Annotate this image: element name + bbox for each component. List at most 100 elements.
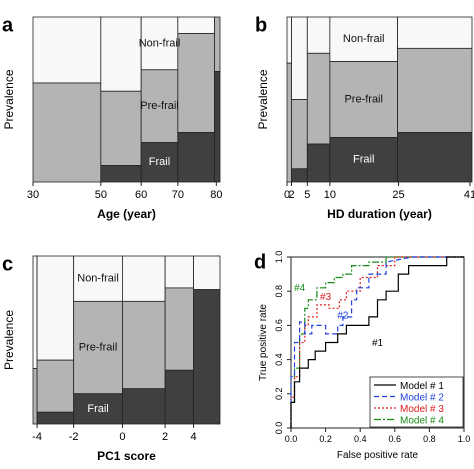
mosaic-frail-bar [122, 388, 166, 425]
y-tick-label: 1.0 [274, 251, 284, 264]
x-axis-label: HD duration (year) [327, 207, 432, 221]
x-tick-label: 60 [135, 189, 147, 201]
mosaic-nonfrail-bar [329, 16, 398, 62]
label-prefrail: Pre-frail [344, 93, 383, 105]
mosaic-frail-bar [214, 71, 221, 183]
roc-curve-model-2 [290, 256, 464, 428]
curve-label-model-1: #1 [372, 338, 384, 349]
mosaic-nonfrail-bar [164, 255, 194, 289]
x-tick-label: 0.4 [354, 434, 367, 444]
legend-label-model-2: Model # 2 [400, 393, 444, 404]
mosaic-nonfrail-bar [32, 255, 38, 369]
x-tick-label: 41 [464, 189, 474, 201]
y-axis-label: Prevalence [256, 69, 270, 129]
mosaic-frail-bar [164, 369, 194, 425]
curve-label-model-3: #3 [320, 292, 332, 303]
label-frail: Frail [87, 403, 108, 415]
x-tick-label: 5 [304, 189, 310, 201]
x-tick-label: 0 [284, 189, 290, 201]
x-tick-label: 10 [324, 189, 336, 201]
mosaic-frail-bar [36, 411, 75, 425]
x-tick-label: 50 [95, 189, 107, 201]
mosaic-nonfrail-bar [291, 16, 308, 100]
x-axis-label: PC1 score [97, 449, 156, 463]
label-prefrail: Pre-frail [140, 100, 179, 112]
x-tick-label: 1.0 [458, 434, 471, 444]
mosaic-nonfrail-bar [306, 16, 331, 54]
label-nonfrail: Non-frail [139, 37, 181, 49]
mosaic-nonfrail-bar [193, 255, 221, 290]
panel-letter: d [254, 252, 266, 274]
label-frail: Frail [149, 156, 170, 168]
panel-letter: a [2, 15, 14, 37]
panel-letter: b [255, 15, 267, 37]
x-tick-label: 30 [27, 189, 39, 201]
mosaic-frail-bar [306, 143, 331, 183]
x-tick-label: 0.0 [285, 434, 298, 444]
x-tick-label: 25 [392, 189, 404, 201]
panel-letter: c [2, 254, 13, 276]
label-prefrail: Pre-frail [79, 341, 118, 353]
y-tick-label: 0.2 [274, 388, 284, 401]
mosaic-frail-bar [397, 132, 473, 183]
x-tick-label: 0.8 [423, 434, 436, 444]
label-nonfrail: Non-frail [77, 273, 119, 285]
y-tick-label: 0.0 [274, 422, 284, 435]
mosaic-prefrail-bar [291, 99, 308, 170]
mosaic-prefrail-bar [306, 52, 331, 145]
mosaic-frail-bar [140, 141, 179, 183]
x-tick-label: -4 [32, 431, 42, 443]
y-axis-label: Prevalence [2, 69, 16, 129]
x-tick-label: 70 [172, 189, 184, 201]
mosaic-frail-bar [291, 168, 308, 183]
x-tick-label: 0.2 [319, 434, 332, 444]
mosaic-frail-bar [329, 137, 398, 183]
panel-d: d 0.0 0.2 0.4 0.6 0.8 1.0 0.0 0.2 0.4 0.6 0.8 1.0 Fal… [254, 251, 470, 461]
curve-label-model-4: #4 [294, 283, 306, 294]
mosaic-prefrail-bar [32, 368, 38, 425]
mosaic-frail-bar [177, 132, 215, 183]
mosaic-frail-bar [100, 165, 142, 183]
mosaic-nonfrail-bar [140, 16, 179, 71]
mosaic-prefrail-bar [329, 61, 398, 138]
label-frail: Frail [353, 154, 374, 166]
mosaic-prefrail-bar [100, 90, 142, 166]
mosaic-nonfrail-bar [32, 16, 102, 84]
x-tick-label: 0 [119, 431, 125, 443]
roc-curve-model-1 [290, 256, 464, 428]
mosaic-nonfrail-bar [100, 16, 142, 92]
mosaic-prefrail-bar [214, 16, 221, 72]
y-axis-label: Prevalence [2, 310, 16, 370]
mosaic-prefrail-bar [140, 69, 179, 143]
y-tick-label: 0.6 [274, 319, 284, 332]
mosaic-prefrail-bar [122, 300, 166, 390]
x-tick-label: -2 [69, 431, 79, 443]
x-tick-label: 2 [288, 189, 294, 201]
y-tick-label: 0.4 [274, 353, 284, 366]
mosaic-prefrail-bar [286, 62, 292, 183]
panel-c: c Non-frail Pre-frail Frail -4 -2 0 2 4 PC1 score… [2, 254, 221, 463]
curve-label-model-2: #2 [337, 311, 349, 322]
y-tick-label: 0.8 [274, 285, 284, 298]
legend-label-model-1: Model # 1 [400, 381, 444, 392]
roc-curve-model-3 [290, 256, 464, 428]
x-axis-label: Age (year) [97, 207, 156, 221]
x-tick-label: 4 [191, 431, 197, 443]
mosaic-nonfrail-bar [397, 16, 473, 49]
mosaic-nonfrail-bar [177, 16, 215, 34]
mosaic-prefrail-bar [164, 287, 194, 371]
legend-label-model-4: Model # 4 [400, 416, 444, 427]
mosaic-nonfrail-bar [36, 255, 75, 361]
mosaic-prefrail-bar [36, 359, 75, 413]
mosaic-frail-bar [193, 289, 221, 425]
mosaic-prefrail-bar [177, 33, 215, 133]
x-tick-label: 2 [162, 431, 168, 443]
mosaic-prefrail-bar [32, 82, 102, 183]
panel-a: a Non-frail Pre-frail Frail 30 50 60 70 80 Age (y… [2, 15, 222, 221]
mosaic-prefrail-bar [397, 47, 473, 133]
label-nonfrail: Non-frail [343, 33, 385, 45]
legend-label-model-3: Model # 3 [400, 404, 444, 415]
x-tick-label: 80 [210, 189, 222, 201]
